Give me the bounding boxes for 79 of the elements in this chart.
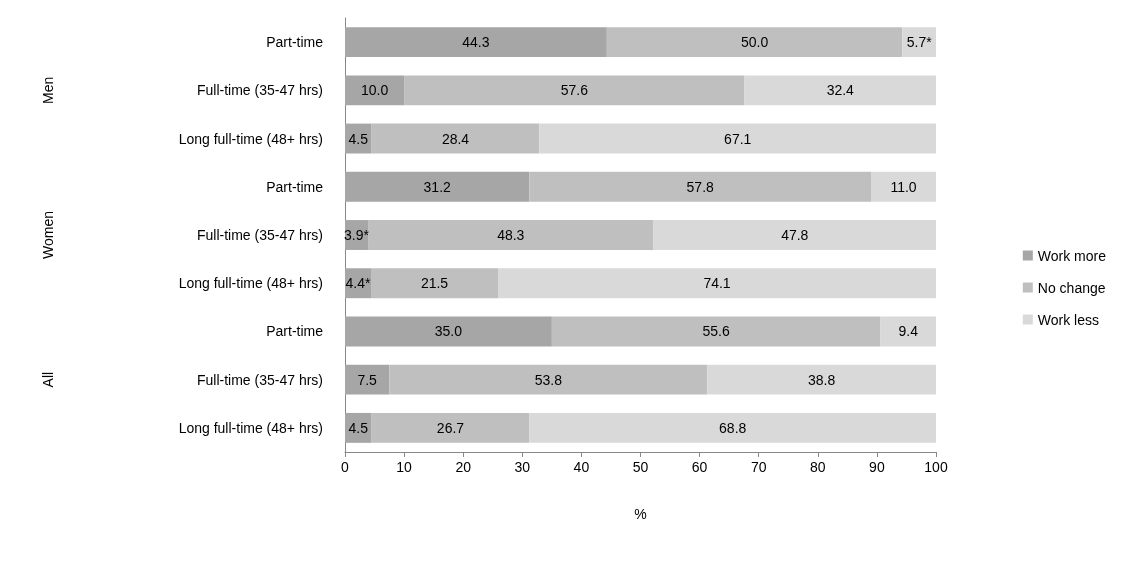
x-tick-label: 70 <box>750 459 767 475</box>
x-tick-label: 90 <box>869 459 885 475</box>
bar <box>539 123 936 154</box>
data-label: 57.6 <box>560 82 589 99</box>
bar <box>345 412 372 443</box>
data-label: 9.4 <box>898 323 919 340</box>
data-label: 31.2 <box>423 178 452 195</box>
data-label: 68.8 <box>719 419 747 436</box>
bar <box>606 27 903 58</box>
x-tick-label: 80 <box>810 459 826 475</box>
bar <box>880 316 936 347</box>
data-label: 67.1 <box>724 130 752 147</box>
bar <box>551 316 881 347</box>
y-tick-label: Part-time <box>266 178 324 195</box>
bar <box>345 316 552 347</box>
x-tick-label: 10 <box>396 459 413 475</box>
y-tick-label: Full-time (35-47 hrs) <box>196 371 323 388</box>
bar <box>371 412 530 443</box>
data-label: 48.3 <box>497 227 525 243</box>
bar <box>345 75 405 106</box>
text: All <box>40 371 56 388</box>
bar <box>498 268 936 299</box>
text: Women <box>40 211 56 259</box>
data-label: 35.0 <box>434 323 463 340</box>
bar <box>371 123 540 154</box>
data-label: 11.0 <box>890 178 917 195</box>
y-tick-label: Full-time (35-47 hrs) <box>196 82 323 99</box>
bar <box>371 268 499 299</box>
y-tick-label: Long full-time (48+ hrs) <box>178 419 323 436</box>
y-tick-label: Long full-time (48+ hrs) <box>178 130 323 147</box>
bar <box>870 171 936 202</box>
data-label: 55.6 <box>702 323 730 340</box>
bar <box>345 364 390 395</box>
legend-label: Work more <box>1037 247 1107 264</box>
data-label: 7.5 <box>357 371 378 388</box>
bar <box>744 75 936 106</box>
data-label: 10.0 <box>360 82 389 99</box>
data-label: 3.9* <box>344 227 370 243</box>
x-tick-label: 50 <box>632 459 649 475</box>
bar <box>529 171 871 202</box>
data-label: 5.7* <box>906 34 933 51</box>
x-tick-label: 40 <box>573 459 590 475</box>
bar <box>389 364 708 395</box>
bar <box>707 364 936 395</box>
x-tick-label: 0 <box>341 459 350 475</box>
bar <box>368 220 654 250</box>
y-tick-label: Part-time <box>266 34 324 51</box>
data-label: 50.0 <box>740 34 769 51</box>
data-label: 74.1 <box>703 275 731 292</box>
legend-label: No change <box>1037 279 1106 296</box>
x-tick-label: 20 <box>455 459 472 475</box>
y-tick-label: Part-time <box>266 323 324 340</box>
bar <box>404 75 745 106</box>
y-tick-label: Long full-time (48+ hrs) <box>178 275 323 292</box>
data-label: 47.8 <box>781 227 809 243</box>
data-label: 44.3 <box>462 34 490 51</box>
data-label: 32.4 <box>826 82 855 99</box>
bar <box>902 27 936 58</box>
x-tick-label: 30 <box>514 459 531 475</box>
data-label: 28.4 <box>441 130 470 147</box>
x-tick-label: 60 <box>691 459 708 475</box>
data-label: 21.5 <box>420 275 449 292</box>
x-tick-label: 100 <box>924 459 948 475</box>
bar <box>345 27 607 58</box>
data-label: 38.8 <box>808 371 836 388</box>
data-label: 4.4* <box>345 275 371 292</box>
data-label: 57.8 <box>686 178 715 195</box>
data-label: 4.5 <box>348 130 369 147</box>
legend-label: Work less <box>1037 311 1100 328</box>
data-label: 53.8 <box>534 371 563 388</box>
bar <box>345 171 530 202</box>
bar <box>345 123 372 154</box>
y-tick-label: Full-time (35-47 hrs) <box>196 227 323 243</box>
x-axis-title: % <box>634 506 647 522</box>
data-label: 4.5 <box>348 419 369 436</box>
bar <box>653 220 936 250</box>
text: Men <box>40 76 56 104</box>
bar <box>529 412 936 443</box>
data-label: 26.7 <box>436 419 465 436</box>
